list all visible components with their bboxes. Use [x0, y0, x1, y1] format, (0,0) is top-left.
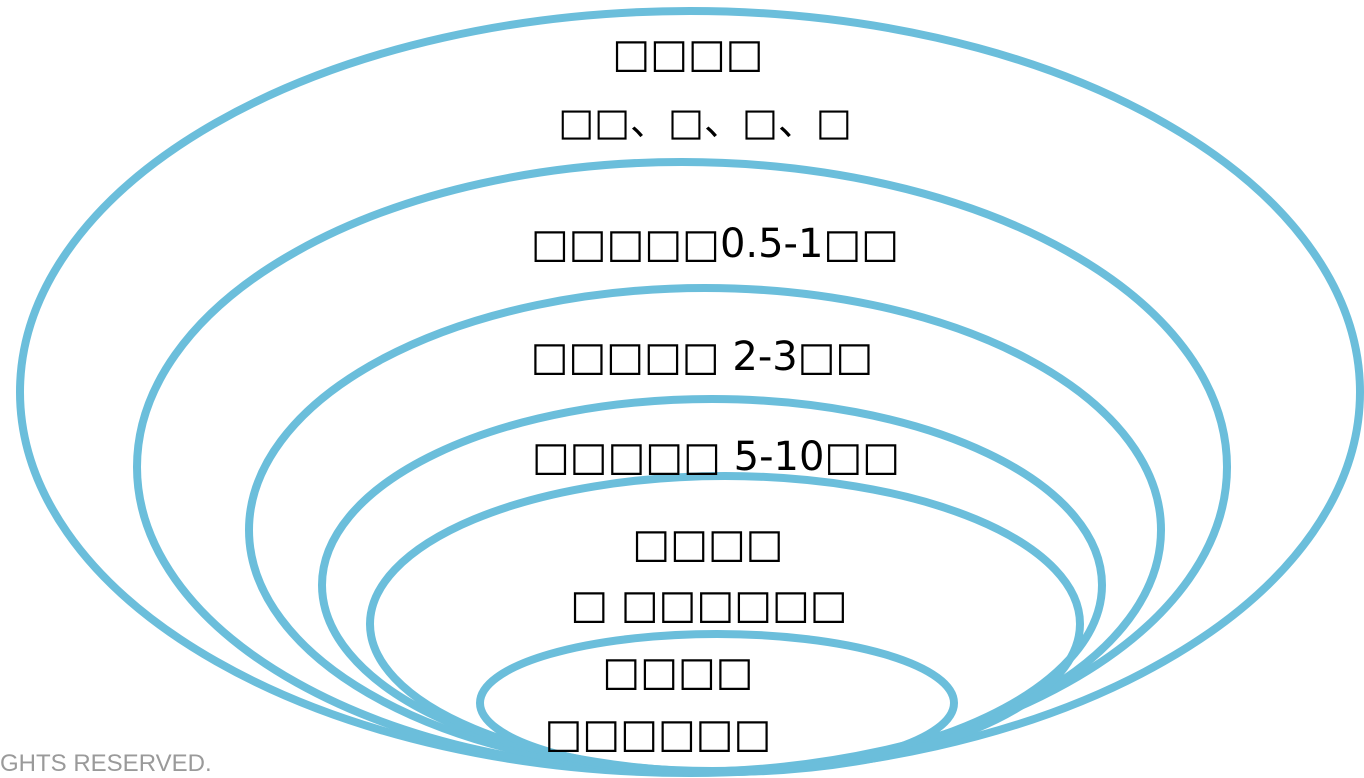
ring-4-title: □□□□□ 5-10□□ [531, 434, 901, 480]
ring-3-title: □□□□□ 2-3□□ [530, 334, 874, 380]
ring-5-title: □□□□ [632, 521, 784, 567]
copyright-text: GHTS RESERVED. [0, 750, 212, 777]
ring-1-title: □□□□ [612, 31, 764, 77]
ring-6-title: □□□□ [602, 649, 754, 695]
ring-inner [476, 630, 958, 776]
ring-6-subtitle: □□□□□□ [544, 711, 772, 757]
ring-1-subtitle: □□、□、□、□ [558, 100, 852, 144]
ring-2-title: □□□□□0.5-1□□ [530, 221, 900, 267]
ring-5-subtitle: □ □□□□□□ [570, 582, 848, 628]
